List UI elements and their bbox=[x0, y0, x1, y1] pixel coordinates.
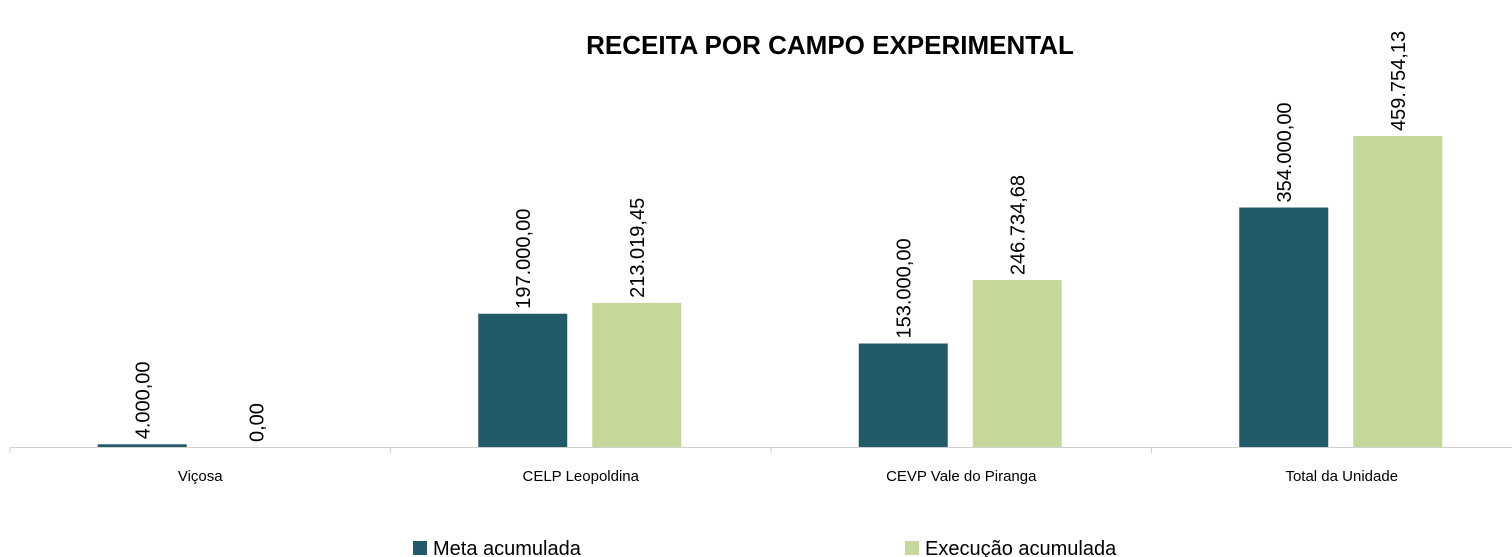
legend-swatch bbox=[413, 541, 427, 555]
x-tick-label: Viçosa bbox=[178, 468, 223, 485]
data-label: 213.019,45 bbox=[627, 198, 649, 298]
data-label: 0,00 bbox=[246, 403, 268, 442]
legend-label: Meta acumulada bbox=[433, 538, 582, 557]
bar bbox=[592, 302, 682, 447]
x-tick-label: CEVP Vale do Piranga bbox=[886, 468, 1037, 485]
bar bbox=[1239, 207, 1329, 447]
data-label: 197.000,00 bbox=[513, 209, 535, 309]
bar bbox=[972, 280, 1062, 447]
bar bbox=[1353, 136, 1443, 447]
bar bbox=[478, 313, 568, 447]
bar bbox=[858, 343, 948, 447]
data-label: 354.000,00 bbox=[1274, 102, 1296, 202]
chart-title: RECEITA POR CAMPO EXPERIMENTAL bbox=[586, 30, 1074, 60]
data-label: 459.754,13 bbox=[1388, 31, 1410, 131]
x-tick-label: Total da Unidade bbox=[1285, 468, 1398, 485]
legend-swatch bbox=[905, 541, 919, 555]
data-label: 153.000,00 bbox=[893, 238, 915, 338]
x-tick-label: CELP Leopoldina bbox=[523, 468, 640, 485]
data-label: 4.000,00 bbox=[132, 361, 154, 439]
legend-label: Execução acumulada bbox=[925, 538, 1117, 557]
bar bbox=[97, 444, 187, 447]
data-label: 246.734,68 bbox=[1007, 175, 1029, 275]
